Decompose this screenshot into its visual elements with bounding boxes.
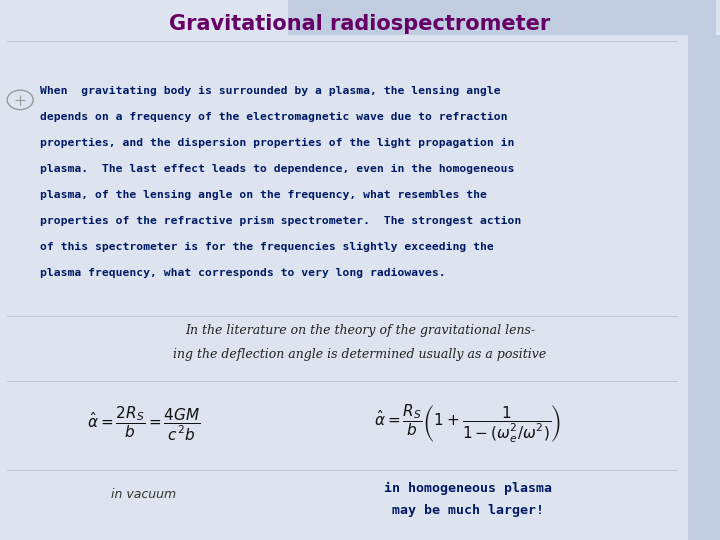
Text: Gravitational radiospectrometer: Gravitational radiospectrometer xyxy=(169,14,551,35)
Text: of this spectrometer is for the frequencies slightly exceeding the: of this spectrometer is for the frequenc… xyxy=(40,242,493,252)
Text: plasma.  The last effect leads to dependence, even in the homogeneous: plasma. The last effect leads to depende… xyxy=(40,164,514,174)
Text: plasma, of the lensing angle on the frequency, what resembles the: plasma, of the lensing angle on the freq… xyxy=(40,190,487,200)
Bar xyxy=(688,35,720,540)
Text: depends on a frequency of the electromagnetic wave due to refraction: depends on a frequency of the electromag… xyxy=(40,112,507,123)
Text: plasma frequency, what corresponds to very long radiowaves.: plasma frequency, what corresponds to ve… xyxy=(40,268,445,278)
Text: properties of the refractive prism spectrometer.  The strongest action: properties of the refractive prism spect… xyxy=(40,216,521,226)
Text: $\hat{\alpha} = \dfrac{R_S}{b}\left(1 + \dfrac{1}{1 - (\omega_e^2/\omega^2)}\rig: $\hat{\alpha} = \dfrac{R_S}{b}\left(1 + … xyxy=(374,402,562,446)
Text: in vacuum: in vacuum xyxy=(112,488,176,501)
Text: $\hat{\alpha} = \dfrac{2R_S}{b} = \dfrac{4GM}{c^2 b}$: $\hat{\alpha} = \dfrac{2R_S}{b} = \dfrac… xyxy=(87,405,201,443)
Text: When  gravitating body is surrounded by a plasma, the lensing angle: When gravitating body is surrounded by a… xyxy=(40,86,500,97)
Bar xyxy=(288,0,716,35)
Text: ing the deflection angle is determined usually as a positive: ing the deflection angle is determined u… xyxy=(174,348,546,361)
Text: In the literature on the theory of the gravitational lens-: In the literature on the theory of the g… xyxy=(185,324,535,337)
Text: may be much larger!: may be much larger! xyxy=(392,504,544,517)
Text: properties, and the dispersion properties of the light propagation in: properties, and the dispersion propertie… xyxy=(40,138,514,149)
Text: in homogeneous plasma: in homogeneous plasma xyxy=(384,482,552,495)
